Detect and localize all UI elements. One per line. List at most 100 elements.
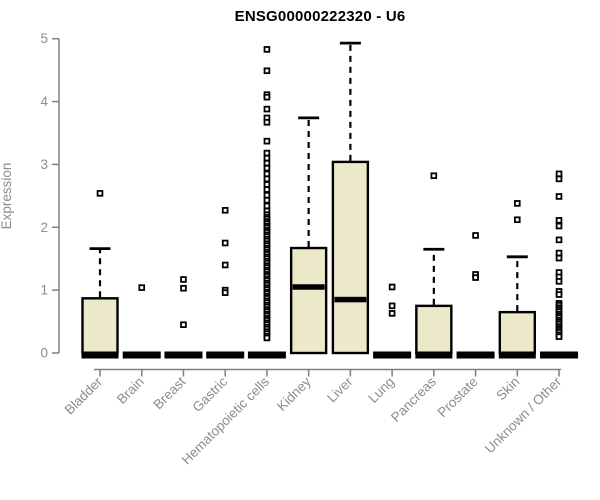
outlier-point	[388, 310, 396, 317]
outlier-point	[555, 217, 563, 224]
boxplot-kidney	[289, 116, 328, 355]
outlier-point	[221, 261, 229, 269]
box	[331, 160, 370, 355]
outlier-point	[263, 67, 271, 75]
outlier-point	[514, 216, 521, 224]
outlier-point	[263, 46, 271, 53]
boxplot-gastric	[206, 207, 245, 359]
x-tick-label-unknown-other: Unknown / Other	[482, 374, 565, 457]
boxplot-liver	[331, 41, 370, 355]
outlier-point	[388, 302, 396, 310]
outlier-point	[263, 164, 271, 172]
box	[415, 304, 453, 355]
svg-text:0: 0	[40, 346, 48, 361]
outlier-point	[263, 334, 271, 342]
collapsed-box	[247, 351, 286, 359]
outlier-point	[180, 276, 187, 283]
median-line	[81, 351, 119, 359]
x-tick-label-brain: Brain	[114, 374, 147, 407]
outlier-point	[263, 202, 271, 210]
y-axis-tick-labels: 0 1 2 3 4 5	[40, 31, 48, 360]
y-axis	[52, 37, 60, 354]
outlier-point	[555, 249, 563, 257]
x-tick-label-lung: Lung	[365, 374, 397, 406]
outlier-point	[263, 175, 271, 183]
svg-text:1: 1	[40, 283, 48, 298]
boxplot-bladder	[81, 190, 119, 359]
outlier-point	[472, 274, 479, 281]
outlier-point	[221, 289, 229, 296]
collapsed-box	[540, 351, 579, 359]
outlier-point	[388, 283, 396, 291]
y-axis-title: Expression	[0, 163, 14, 230]
x-tick-label-kidney: Kidney	[274, 374, 314, 414]
outlier-point	[555, 193, 563, 200]
outlier-point	[138, 284, 146, 291]
median-line	[498, 351, 536, 359]
outlier-point	[221, 239, 229, 247]
boxplot-skin	[498, 200, 536, 359]
outlier-point	[555, 254, 563, 262]
outlier-point	[555, 333, 563, 340]
outlier-point	[430, 172, 438, 180]
collapsed-box	[122, 351, 161, 359]
outlier-point	[96, 190, 104, 197]
svg-text:4: 4	[40, 94, 48, 109]
outlier-point	[263, 93, 271, 101]
median-line	[415, 351, 453, 359]
outlier-point	[263, 154, 271, 162]
median-line	[334, 296, 367, 303]
boxplot-hematopoietic-cells	[247, 46, 286, 359]
outlier-point	[263, 149, 271, 157]
chart-title: ENSG00000222320 - U6	[234, 8, 406, 25]
outlier-point	[263, 196, 271, 204]
outlier-point	[180, 284, 187, 292]
x-tick-label-prostate: Prostate	[435, 374, 481, 420]
outlier-point	[555, 170, 563, 178]
collapsed-box	[206, 351, 245, 359]
collapsed-box	[373, 351, 412, 359]
median-line	[292, 284, 325, 290]
outlier-point	[472, 232, 479, 239]
outlier-point	[263, 191, 271, 199]
x-tick-label-bladder: Bladder	[62, 374, 106, 418]
box	[289, 246, 328, 355]
outlier-point	[180, 321, 187, 329]
outlier-point	[263, 181, 271, 188]
x-tick-label-gastric: Gastric	[189, 374, 230, 415]
svg-text:2: 2	[40, 220, 48, 235]
boxplot-lung	[373, 283, 412, 359]
collapsed-box	[164, 351, 203, 359]
box	[498, 310, 536, 355]
boxplot-pancreas	[415, 172, 453, 359]
x-tick-label-breast: Breast	[150, 374, 188, 412]
outlier-point	[263, 105, 271, 113]
x-axis	[94, 368, 561, 377]
boxplot-breast	[164, 276, 203, 359]
outlier-point	[263, 159, 271, 167]
svg-text:3: 3	[40, 157, 48, 172]
outlier-point	[263, 186, 271, 193]
outlier-point	[263, 137, 271, 145]
x-tick-label-pancreas: Pancreas	[388, 374, 439, 425]
collapsed-box	[456, 351, 495, 359]
x-tick-label-liver: Liver	[324, 374, 356, 406]
boxplot-unknown-other	[540, 170, 579, 359]
outlier-point	[514, 200, 521, 207]
box	[81, 297, 119, 355]
outlier-point	[555, 175, 563, 183]
boxplot-prostate	[456, 232, 495, 359]
outlier-point	[221, 207, 229, 214]
outlier-point	[555, 222, 563, 230]
x-tick-label-skin: Skin	[493, 374, 522, 403]
outlier-point	[555, 278, 563, 285]
outlier-point	[555, 291, 563, 298]
svg-text:5: 5	[40, 31, 48, 46]
outlier-point	[263, 119, 271, 126]
outlier-point	[555, 236, 563, 244]
outlier-point	[263, 170, 271, 178]
boxplot-brain	[122, 284, 161, 359]
